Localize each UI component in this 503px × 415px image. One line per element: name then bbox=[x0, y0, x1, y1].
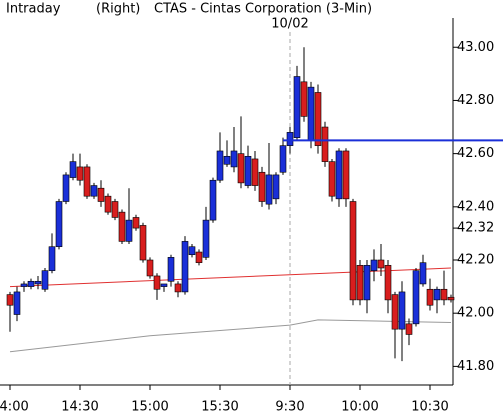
candle-body bbox=[349, 201, 357, 301]
y-tick-label: 43.00 bbox=[457, 40, 494, 55]
y-tick-label: 42.20 bbox=[457, 253, 494, 268]
candle-body bbox=[279, 145, 287, 173]
y-tick-label: 41.80 bbox=[457, 359, 494, 374]
candle-body bbox=[195, 251, 203, 263]
indicator-line bbox=[9, 319, 452, 353]
y-tick-label: 42.00 bbox=[457, 306, 494, 321]
candle-body bbox=[398, 291, 406, 330]
candle-body bbox=[377, 259, 385, 269]
candle-body bbox=[321, 126, 329, 162]
candle-body bbox=[181, 241, 189, 293]
candle-body bbox=[258, 171, 266, 202]
candle-body bbox=[293, 76, 301, 138]
candle-body bbox=[286, 132, 294, 146]
candle-body bbox=[69, 161, 77, 178]
x-tick-label: 14:30 bbox=[61, 400, 98, 415]
candle-body bbox=[48, 246, 56, 271]
candle-body bbox=[447, 296, 455, 301]
axis-label: (Right) bbox=[96, 2, 140, 17]
candle-body bbox=[251, 158, 259, 186]
candle-body bbox=[223, 155, 231, 165]
x-tick-label: 14:00 bbox=[0, 400, 29, 415]
candle-body bbox=[265, 174, 273, 205]
y-tick-label: 42.80 bbox=[457, 93, 494, 108]
y-tick-label: 42.40 bbox=[457, 199, 494, 214]
candle-body bbox=[160, 283, 168, 287]
candle-body bbox=[433, 288, 441, 301]
y-tick-label: 42.32 bbox=[457, 221, 494, 236]
chart-title: CTAS - Cintas Corporation (3-Min) bbox=[154, 2, 372, 17]
candle-body bbox=[76, 166, 84, 181]
candle-body bbox=[111, 201, 119, 218]
candle-body bbox=[356, 265, 364, 301]
candle-body bbox=[244, 155, 252, 186]
candle-body bbox=[6, 294, 14, 306]
candle-body bbox=[125, 219, 133, 242]
candle-body bbox=[314, 92, 322, 146]
candle-body bbox=[153, 275, 161, 290]
candle-body bbox=[272, 174, 280, 200]
candle-body bbox=[412, 270, 420, 325]
candle-body bbox=[216, 150, 224, 181]
candle-body bbox=[335, 150, 343, 200]
candle-body bbox=[118, 211, 126, 242]
x-tick-label: 10:30 bbox=[411, 400, 448, 415]
candle-body bbox=[146, 259, 154, 277]
candle-body bbox=[83, 166, 91, 197]
candle-body bbox=[202, 219, 210, 258]
candle-body bbox=[104, 195, 112, 213]
candle-body bbox=[188, 246, 196, 255]
candle-body bbox=[90, 185, 98, 197]
candle-body bbox=[132, 217, 140, 229]
x-tick-label: 9:30 bbox=[275, 400, 304, 415]
candle-body bbox=[440, 288, 448, 301]
candle-body bbox=[328, 161, 336, 197]
candle-body bbox=[363, 265, 371, 301]
candle-body bbox=[342, 150, 350, 200]
candle-body bbox=[209, 179, 217, 221]
candle-body bbox=[20, 283, 28, 287]
candle-body bbox=[55, 201, 63, 248]
candle-body bbox=[405, 323, 413, 335]
candle-body bbox=[139, 225, 147, 261]
candle-body bbox=[370, 259, 378, 271]
candle-body bbox=[97, 187, 105, 202]
candle-body bbox=[307, 86, 315, 141]
x-tick-label: 15:30 bbox=[201, 400, 238, 415]
candle-body bbox=[426, 288, 434, 306]
indicator-line bbox=[9, 267, 452, 288]
x-tick-label: 15:00 bbox=[131, 400, 168, 415]
candle-body bbox=[167, 257, 175, 282]
candle-body bbox=[41, 270, 49, 290]
candle-body bbox=[391, 294, 399, 330]
candle-body bbox=[419, 262, 427, 285]
candle-body bbox=[230, 150, 238, 168]
candle-body bbox=[13, 291, 21, 315]
x-tick-label: 10:00 bbox=[341, 400, 378, 415]
annotation: 10/02 bbox=[271, 17, 308, 32]
y-tick-label: 42.60 bbox=[457, 146, 494, 161]
candle-body bbox=[34, 280, 42, 285]
candle-body bbox=[237, 153, 245, 184]
chart-subtitle: Intraday bbox=[6, 2, 61, 17]
candle-body bbox=[27, 280, 35, 287]
candle-body bbox=[384, 265, 392, 301]
candle-body bbox=[62, 174, 70, 202]
candle-body bbox=[174, 283, 182, 293]
candle-body bbox=[300, 81, 308, 117]
